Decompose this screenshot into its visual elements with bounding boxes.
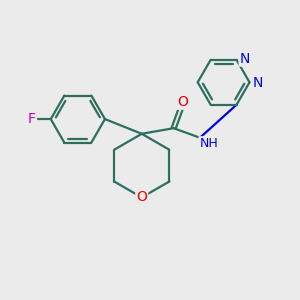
Text: O: O <box>136 190 147 204</box>
Text: F: F <box>28 112 36 126</box>
Text: N: N <box>240 52 250 66</box>
Text: NH: NH <box>200 137 218 150</box>
Text: O: O <box>177 95 188 109</box>
Text: N: N <box>253 76 263 91</box>
